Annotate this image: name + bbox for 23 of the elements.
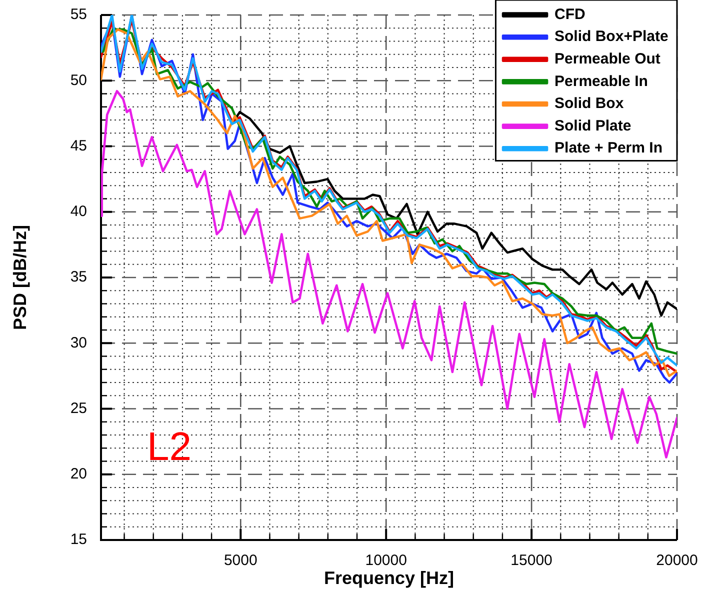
y-tick-label: 30 bbox=[70, 334, 87, 352]
x-tick-label: 5000 bbox=[224, 552, 258, 570]
legend-label: Plate + Perm In bbox=[554, 140, 662, 157]
y-tick-label: 55 bbox=[70, 6, 87, 24]
y-tick-label: 45 bbox=[70, 137, 87, 154]
y-tick-label: 20 bbox=[70, 466, 87, 483]
x-tick-label: 10000 bbox=[365, 552, 407, 570]
legend-label: Permeable Out bbox=[554, 50, 660, 68]
legend-label: Permeable In bbox=[554, 72, 648, 90]
x-tick-label: 20000 bbox=[656, 552, 698, 570]
annotation: L2 bbox=[147, 425, 192, 469]
y-tick-label: 50 bbox=[70, 72, 87, 89]
y-tick-label: 25 bbox=[70, 400, 87, 417]
legend-label: Solid Box bbox=[554, 95, 624, 112]
y-tick-label: 40 bbox=[70, 203, 87, 220]
x-tick-label: 15000 bbox=[510, 552, 552, 570]
y-axis-title: PSD [dB/Hz] bbox=[10, 225, 30, 330]
y-tick-label: 35 bbox=[70, 268, 87, 286]
legend-label: CFD bbox=[554, 6, 586, 23]
y-tick-label: 15 bbox=[70, 531, 87, 548]
legend-label: Solid Box+Plate bbox=[554, 28, 668, 46]
legend-label: Solid Plate bbox=[554, 117, 632, 134]
x-axis-title: Frequency [Hz] bbox=[324, 568, 454, 588]
